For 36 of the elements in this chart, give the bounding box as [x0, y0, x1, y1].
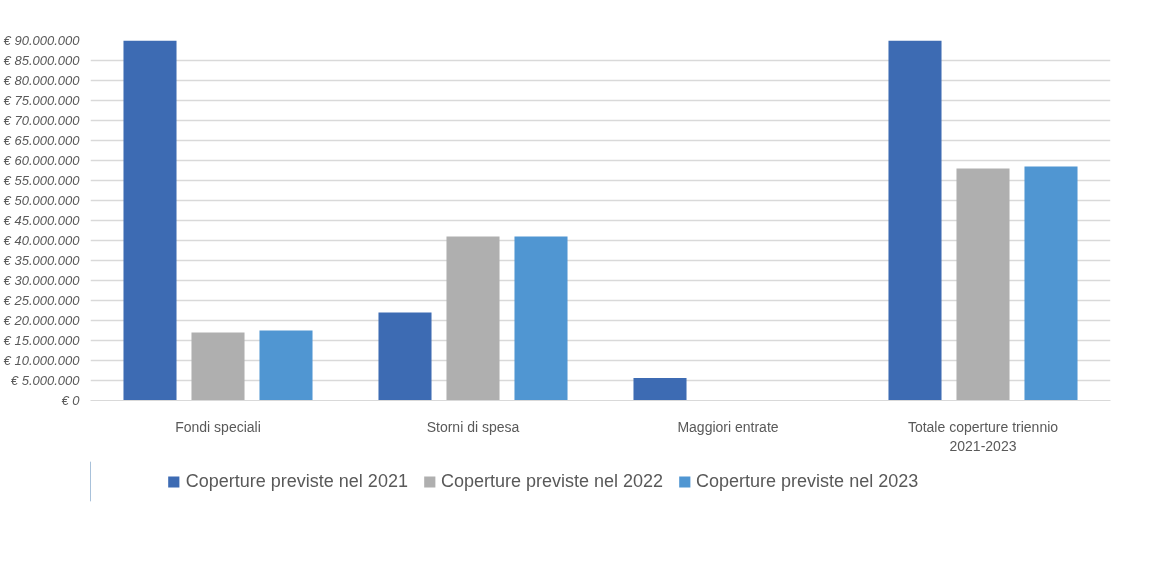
y-tick-label: € 20.000.000: [3, 313, 81, 328]
y-tick-label: € 10.000.000: [3, 353, 81, 368]
bar: [956, 168, 1010, 401]
y-tick-label: € 25.000.000: [3, 293, 81, 308]
y-tick-label: € 55.000.000: [3, 173, 81, 188]
y-tick-label: € 75.000.000: [3, 93, 81, 108]
y-tick-label: € 35.000.000: [3, 253, 81, 268]
bar: [514, 236, 568, 401]
legend-label: Coperture previste nel 2023: [696, 470, 919, 492]
x-tick-label: Maggiori entrate: [677, 418, 779, 435]
y-tick-label: € 65.000.000: [3, 133, 81, 148]
y-tick-label: € 50.000.000: [3, 193, 81, 208]
bar: [888, 40, 942, 401]
bar: [633, 378, 687, 401]
bar: [378, 312, 432, 401]
bar: [446, 236, 500, 401]
y-tick-label: € 45.000.000: [3, 213, 81, 228]
y-tick-label: € 30.000.000: [3, 273, 81, 288]
legend-label: Coperture previste nel 2021: [185, 470, 408, 492]
y-tick-label: € 90.000.000: [3, 33, 81, 48]
y-tick-label: € 0: [61, 393, 81, 408]
legend-label: Coperture previste nel 2022: [440, 470, 664, 492]
y-tick-label: € 5.000.000: [10, 373, 81, 388]
y-tick-label: € 15.000.000: [3, 333, 81, 348]
y-tick-label: € 80.000.000: [3, 73, 81, 88]
bar: [1024, 166, 1078, 401]
bar: [123, 40, 177, 401]
y-tick-label: € 85.000.000: [3, 53, 81, 68]
y-tick-label: € 40.000.000: [3, 233, 81, 248]
x-tick-label: Fondi speciali: [175, 418, 261, 435]
bar: [191, 332, 245, 401]
x-tick-label: Totale coperture triennio 2021-2023: [907, 418, 1059, 454]
x-tick-label: Storni di spesa: [426, 418, 520, 435]
y-tick-label: € 70.000.000: [3, 113, 81, 128]
y-tick-label: € 60.000.000: [3, 153, 81, 168]
bar: [259, 330, 313, 401]
